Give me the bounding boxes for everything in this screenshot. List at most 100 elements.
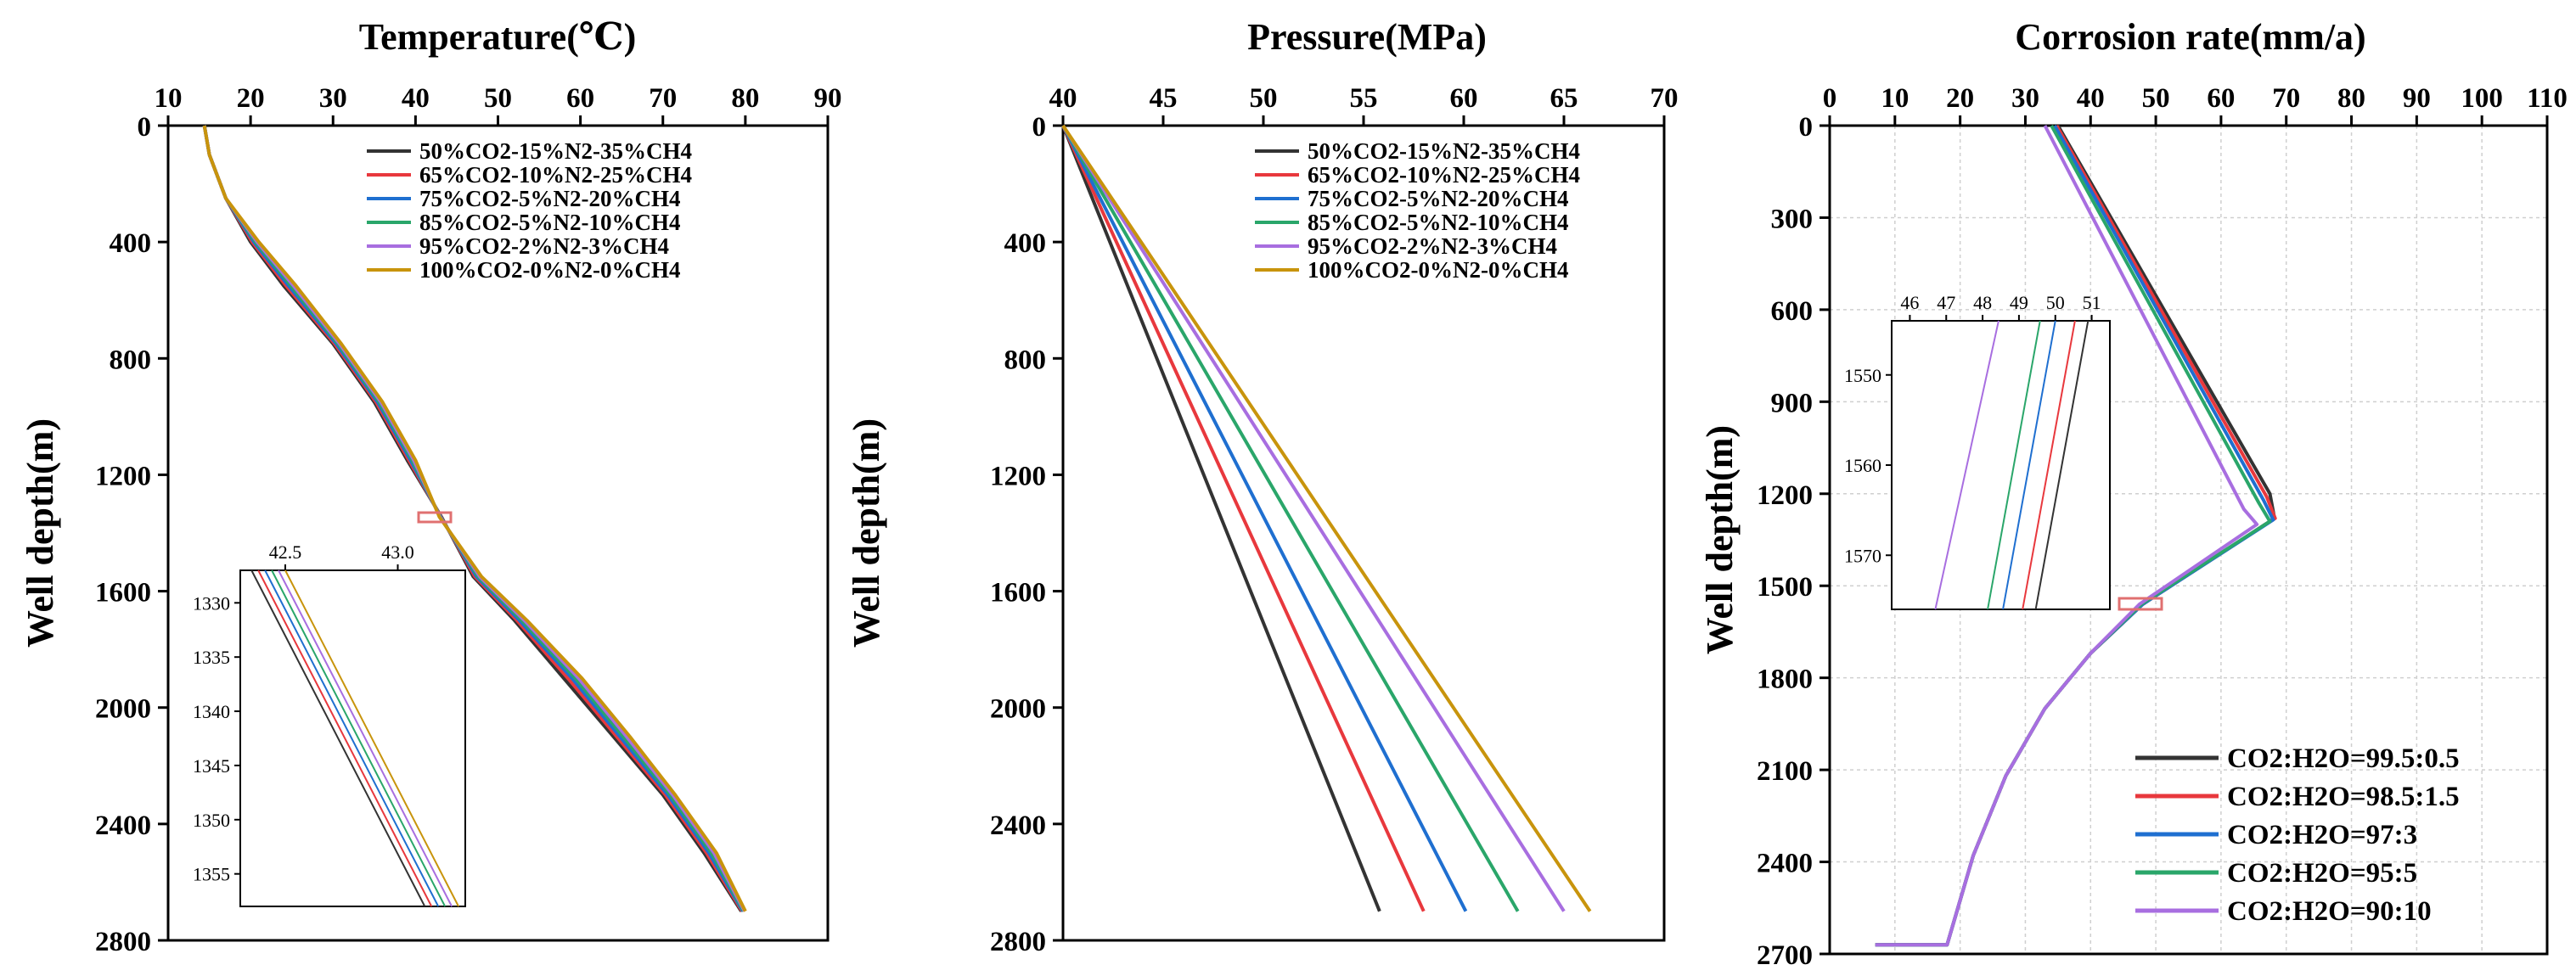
y-tick-label: 0 [138,112,152,143]
x-tick-label: 110 [2527,83,2568,114]
temperature-panel: Temperature(℃) Well depth(m) 10 20 30 40 50 60 7… [20,16,842,957]
legend-label: CO2:H2O=97:3 [2227,820,2417,850]
y-tick-label: 0 [1799,112,1814,143]
inset-series-line [250,569,426,907]
y-tick-label: 0 [1032,112,1047,143]
series-line [1061,124,1566,912]
legend-label: 50%CO2-15%N2-35%CH4 [419,138,692,164]
y-tick-label: 2800 [990,927,1046,957]
series-line [1061,124,1520,912]
legend-label: 65%CO2-10%N2-25%CH4 [419,162,692,188]
y-tick-label: 2400 [990,811,1046,841]
inset-series-line [2034,320,2089,610]
inset-series-line [2022,320,2076,610]
legend-label: 75%CO2-5%N2-20%CH4 [1308,186,1568,211]
inset-x-tick-label: 49 [2010,292,2028,313]
y-tick-label: 300 [1771,204,1814,234]
inset-series-line [264,569,440,907]
inset-y-tick-label: 1330 [193,592,230,614]
chart-title: Corrosion rate(mm/a) [2015,16,2365,58]
x-tick-label: 60 [2207,83,2235,114]
x-tick-label: 30 [2011,83,2039,114]
x-tick-label: 0 [1823,83,1837,114]
legend-label: 95%CO2-2%N2-3%CH4 [1308,233,1557,259]
y-tick-label: 600 [1771,296,1814,327]
x-tick-label: 20 [1946,83,1974,114]
inset-y-tick-label: 1345 [193,755,230,777]
x-tick-label: 20 [237,83,265,114]
inset-series-line [271,569,447,907]
pressure-panel: Pressure(MPa) Well depth(m) 40 45 50 55 60 65 70… [846,16,1679,957]
inset-frame [1891,320,2111,610]
x-tick-label: 40 [1049,83,1077,114]
legend-label: CO2:H2O=90:10 [2227,896,2432,927]
corrosion-panel: Corrosion rate(mm/a) Well depth(m) 0 10 20 30… [1699,16,2568,971]
y-axis-label: Well depth(m) [1699,425,1741,654]
x-tick-label: 50 [484,83,512,114]
y-tick-label: 1200 [990,461,1046,491]
inset-series-line [1934,320,1999,610]
inset-y-tick-label: 1355 [193,864,230,885]
y-tick-label: 2000 [95,694,151,725]
y-tick-label: 1800 [1757,665,1813,695]
inset-series-line [278,569,453,907]
y-tick-label: 1500 [1757,572,1813,603]
legend-label: CO2:H2O=99.5:0.5 [2227,743,2460,774]
inset-series-line [1987,320,2041,610]
x-tick-label: 65 [1550,83,1578,114]
legend-label: 75%CO2-5%N2-20%CH4 [419,186,680,211]
x-tick-label: 55 [1350,83,1378,114]
y-tick-label: 800 [110,345,152,375]
legend-label: 95%CO2-2%N2-3%CH4 [419,233,669,259]
series-line [1061,125,1468,912]
x-tick-label: 100 [2461,83,2503,114]
y-tick-label: 2800 [95,927,151,957]
inset-y-tick-label: 1550 [1844,365,1881,386]
y-tick-label: 2700 [1757,940,1813,971]
x-tick-label: 60 [566,83,594,114]
inset-series-line [2002,320,2056,610]
inset-series-line [257,569,433,907]
y-tick-label: 1200 [1757,480,1813,511]
series-line [1061,124,1592,912]
series-line [1061,125,1381,912]
x-tick-label: 30 [319,83,347,114]
x-tick-label: 90 [2403,83,2431,114]
legend-label: 100%CO2-0%N2-0%CH4 [419,257,680,283]
y-tick-label: 1600 [990,578,1046,609]
y-tick-label: 900 [1771,388,1814,418]
y-tick-label: 2100 [1757,756,1813,787]
legend-label: 50%CO2-15%N2-35%CH4 [1308,138,1580,164]
series-line [202,125,747,912]
legend-label: 100%CO2-0%N2-0%CH4 [1308,257,1568,283]
y-tick-label: 400 [110,228,152,259]
x-tick-label: 60 [1450,83,1478,114]
series-line [1875,125,2259,947]
legend-label: CO2:H2O=95:5 [2227,858,2417,889]
inset-y-tick-label: 1560 [1844,455,1881,476]
inset-x-tick-label: 43.0 [381,541,414,563]
y-tick-label: 2400 [1757,849,1813,879]
inset-x-tick-label: 47 [1937,292,1955,313]
x-tick-label: 80 [731,83,759,114]
inset-x-tick-label: 50 [2046,292,2065,313]
legend-label: CO2:H2O=98.5:1.5 [2227,782,2460,812]
x-tick-label: 70 [2272,83,2300,114]
x-tick-label: 45 [1150,83,1178,114]
inset-x-tick-label: 42.5 [269,541,302,563]
x-tick-label: 90 [814,83,842,114]
y-axis-label: Well depth(m) [20,418,61,648]
x-tick-label: 50 [1250,83,1278,114]
inset-y-tick-label: 1350 [193,810,230,831]
x-tick-label: 40 [2077,83,2105,114]
plot-frame [1828,124,2549,956]
series-line [1061,125,1426,912]
y-tick-label: 800 [1004,345,1047,375]
inset-y-tick-label: 1335 [193,647,230,668]
x-tick-label: 80 [2337,83,2365,114]
y-tick-label: 1600 [95,578,151,609]
chart-title: Temperature(℃) [359,16,636,58]
zoom-marker [2118,597,2163,611]
y-tick-label: 2000 [990,694,1046,725]
